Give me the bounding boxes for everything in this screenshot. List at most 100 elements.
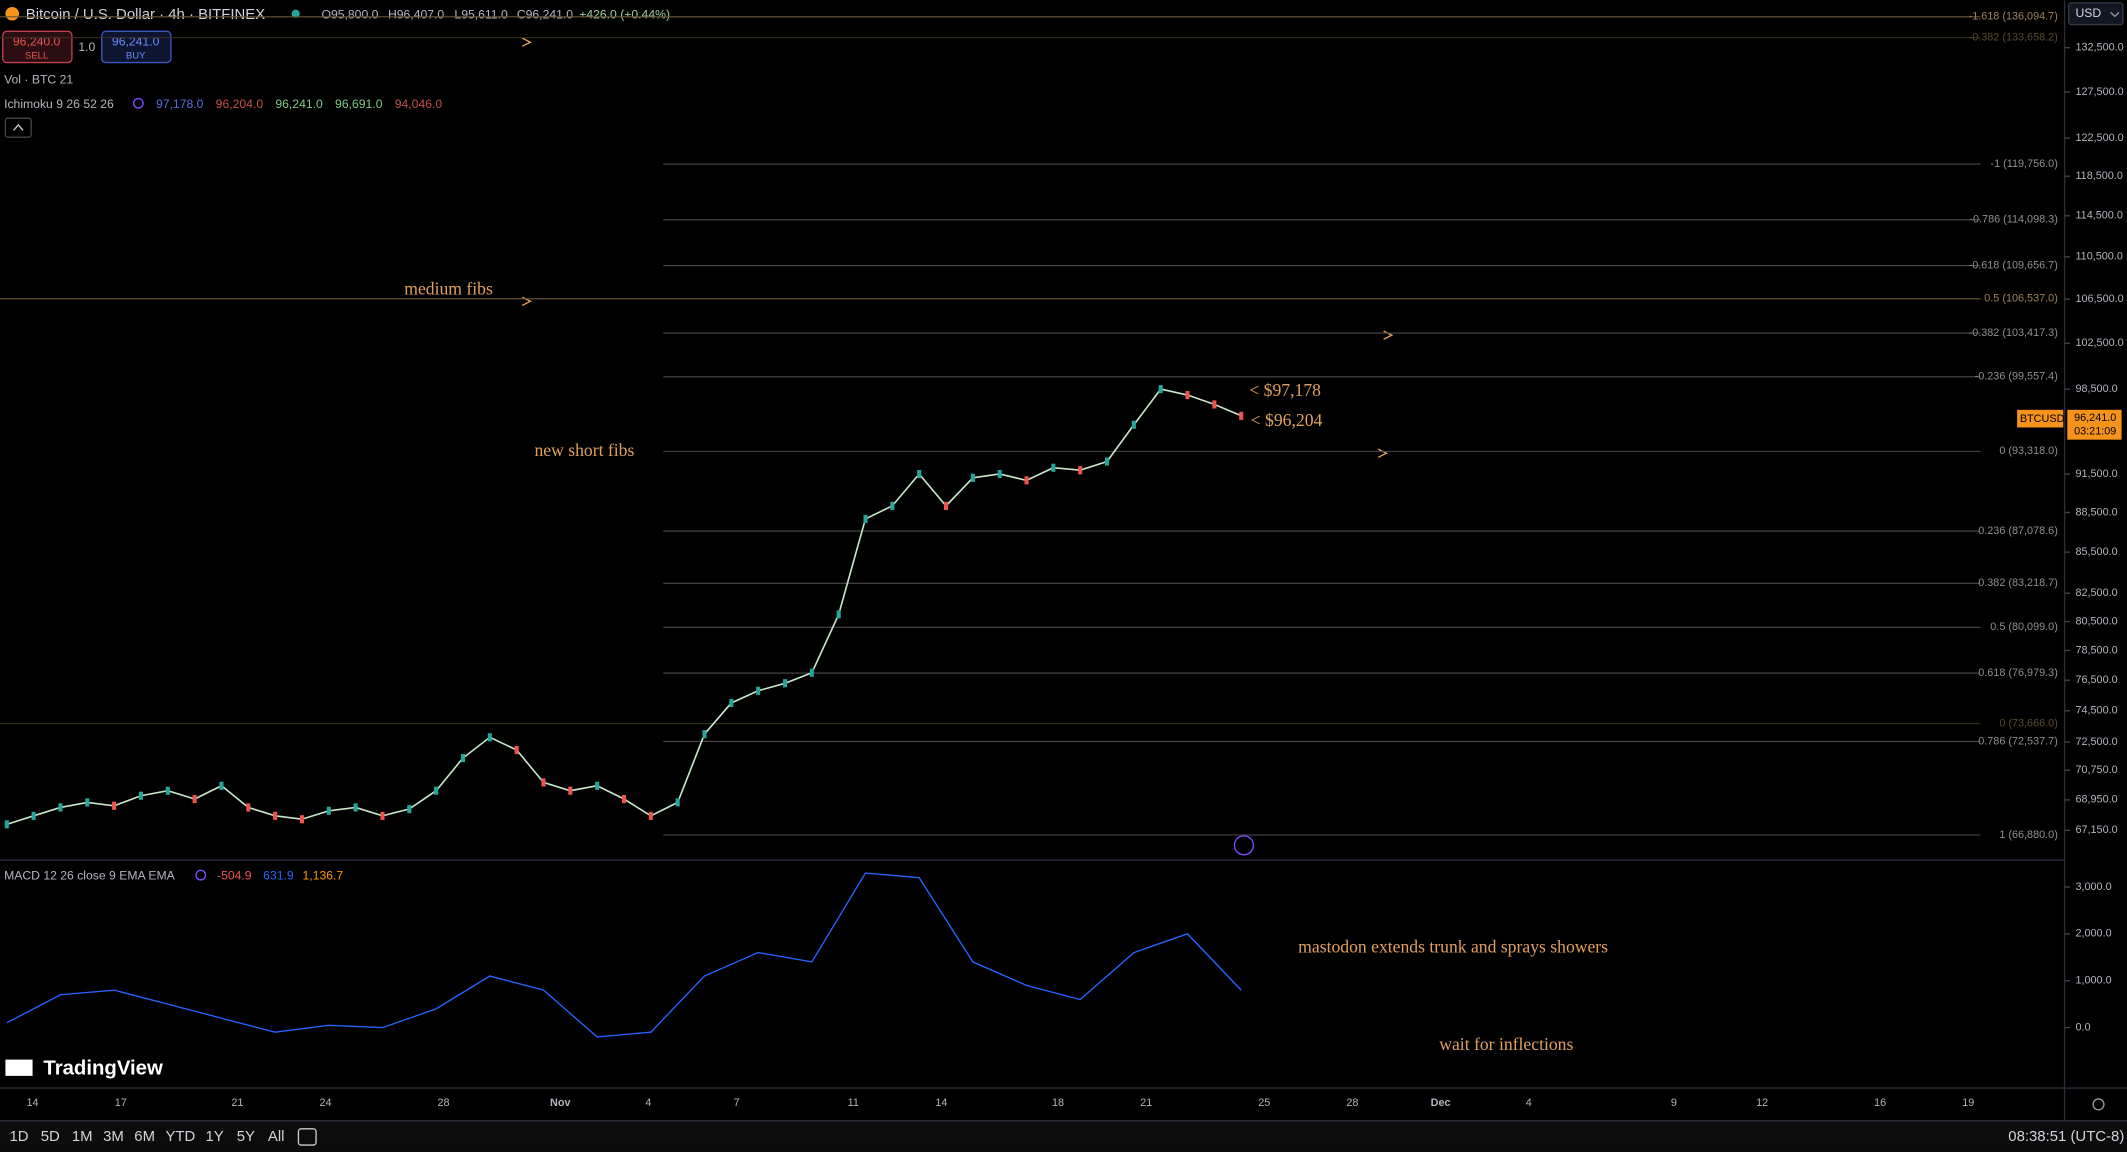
fib-label: 0.5 (106,537.0) xyxy=(1984,293,2058,305)
candle xyxy=(1239,411,1244,420)
range-button[interactable]: 3M xyxy=(103,1128,124,1145)
range-button[interactable]: 1M xyxy=(72,1128,93,1145)
currency-button[interactable] xyxy=(2067,2,2124,26)
range-button[interactable]: 1Y xyxy=(206,1128,224,1145)
candle xyxy=(675,798,680,807)
candle xyxy=(782,679,788,688)
range-button[interactable]: 6M xyxy=(134,1128,155,1145)
price-tag-countdown: 03:21:09 xyxy=(2074,425,2116,437)
ichimoku-value: 94,046.0 xyxy=(395,97,443,111)
candle xyxy=(970,473,975,482)
candle xyxy=(1158,385,1163,394)
candle xyxy=(407,805,412,814)
x-tick-label: 28 xyxy=(438,1097,450,1109)
candle xyxy=(353,803,358,812)
y-tick-label: 98,500.0 xyxy=(2075,383,2117,395)
status-dot xyxy=(291,9,300,18)
candle xyxy=(380,811,385,820)
x-tick-label: 9 xyxy=(1671,1097,1677,1109)
y-tick-label: 82,500.0 xyxy=(2075,587,2117,599)
fib-label: 0 (93,318.0) xyxy=(1999,445,2057,457)
macd-legend: MACD 12 26 close 9 EMA EMA xyxy=(4,869,176,883)
sell-price: 96,240.0 xyxy=(13,34,61,48)
collapse-button[interactable] xyxy=(4,117,32,138)
y-tick-label: 1,000.0 xyxy=(2075,975,2111,987)
sell-button[interactable] xyxy=(2,30,73,64)
candle xyxy=(1051,463,1056,472)
fib-label: -1.618 (136,094.7) xyxy=(1969,11,2058,23)
btc-icon xyxy=(5,6,19,21)
range-button[interactable]: All xyxy=(268,1128,285,1145)
range-button[interactable]: YTD xyxy=(165,1128,195,1145)
x-tick-label: 19 xyxy=(1962,1097,1974,1109)
buy-button[interactable] xyxy=(101,30,172,64)
dropdown-icon xyxy=(2110,11,2120,18)
x-tick-label: Nov xyxy=(550,1097,571,1109)
brand-logo xyxy=(5,1059,33,1076)
change: +426.0 (+0.44%) xyxy=(579,7,670,21)
x-tick-label: 21 xyxy=(231,1097,243,1109)
candle xyxy=(702,730,707,739)
annotation: wait for inflections xyxy=(1439,1034,1573,1054)
settings-icon[interactable] xyxy=(195,869,207,881)
y-tick-label: 122,500.0 xyxy=(2075,132,2123,144)
ichimoku-value: 97,178.0 xyxy=(156,97,204,111)
candle xyxy=(246,803,251,812)
fib-label: -0.236 (99,557.4) xyxy=(1975,371,2058,383)
fib-label: -0.382 (103,417.3) xyxy=(1969,327,2058,339)
symbol-tag xyxy=(2017,409,2064,428)
annotation: < $97,178 xyxy=(1249,380,1321,400)
candle xyxy=(299,815,305,824)
macd-value: 1,136.7 xyxy=(303,869,344,883)
y-tick-label: 91,500.0 xyxy=(2075,468,2117,480)
y-tick-label: 114,500.0 xyxy=(2075,210,2122,222)
collapse-icon xyxy=(13,123,24,131)
y-tick-label: 106,500.0 xyxy=(2075,293,2123,305)
candle xyxy=(112,801,117,810)
brand: TradingView xyxy=(43,1057,163,1079)
volume-legend: Vol · BTC 21 xyxy=(4,72,73,86)
ichimoku-value: 96,691.0 xyxy=(335,97,383,111)
candle xyxy=(1024,476,1029,485)
replay-icon[interactable] xyxy=(1233,835,1255,856)
annotation: < $96,204 xyxy=(1251,410,1323,430)
buy-label: BUY xyxy=(126,50,146,61)
y-tick-label: 67,150.0 xyxy=(2075,824,2117,836)
x-tick-label: 12 xyxy=(1756,1097,1768,1109)
annotation: new short fibs xyxy=(534,440,634,460)
y-tick-label: 3,000.0 xyxy=(2075,881,2111,893)
arrow xyxy=(521,37,1394,458)
fib-label: 0 (73,666.0) xyxy=(1999,718,2057,730)
candle xyxy=(4,820,9,829)
low: L95,611.0 xyxy=(454,7,508,21)
x-tick-label: 14 xyxy=(27,1097,39,1109)
fib-label: 0.236 (87,078.6) xyxy=(1978,525,2058,537)
y-tick-label: 74,500.0 xyxy=(2075,705,2117,717)
candle xyxy=(595,781,600,790)
open: O95,800.0 xyxy=(321,7,378,21)
candle xyxy=(809,668,814,677)
fib-label: 0.786 (72,537.7) xyxy=(1978,735,2058,747)
y-tick-label: 76,500.0 xyxy=(2075,674,2117,686)
range-button[interactable]: 1D xyxy=(9,1128,28,1145)
fib-label: 0.382 (83,218.7) xyxy=(1978,577,2058,589)
range-button[interactable]: 5D xyxy=(41,1128,60,1145)
candle xyxy=(541,778,546,787)
candle xyxy=(31,811,36,820)
annotation: medium fibs xyxy=(404,279,493,299)
calendar-icon[interactable] xyxy=(297,1128,317,1146)
y-tick-label: 110,500.0 xyxy=(2075,251,2122,263)
range-button[interactable]: 5Y xyxy=(237,1128,255,1145)
y-tick-label: 118,500.0 xyxy=(2075,170,2122,182)
candle xyxy=(165,786,170,795)
high: H96,407.0 xyxy=(388,7,444,21)
settings-icon[interactable] xyxy=(2092,1098,2105,1111)
y-tick-label: 85,500.0 xyxy=(2075,546,2117,558)
candle xyxy=(568,786,573,795)
settings-icon[interactable] xyxy=(132,97,144,109)
candle xyxy=(514,745,519,755)
y-tick-label: 0.0 xyxy=(2075,1021,2090,1033)
buy-price: 96,241.0 xyxy=(112,34,160,48)
x-tick-label: 18 xyxy=(1052,1097,1064,1109)
symbol: Bitcoin / U.S. Dollar · 4h · BITFINEX xyxy=(26,6,265,23)
